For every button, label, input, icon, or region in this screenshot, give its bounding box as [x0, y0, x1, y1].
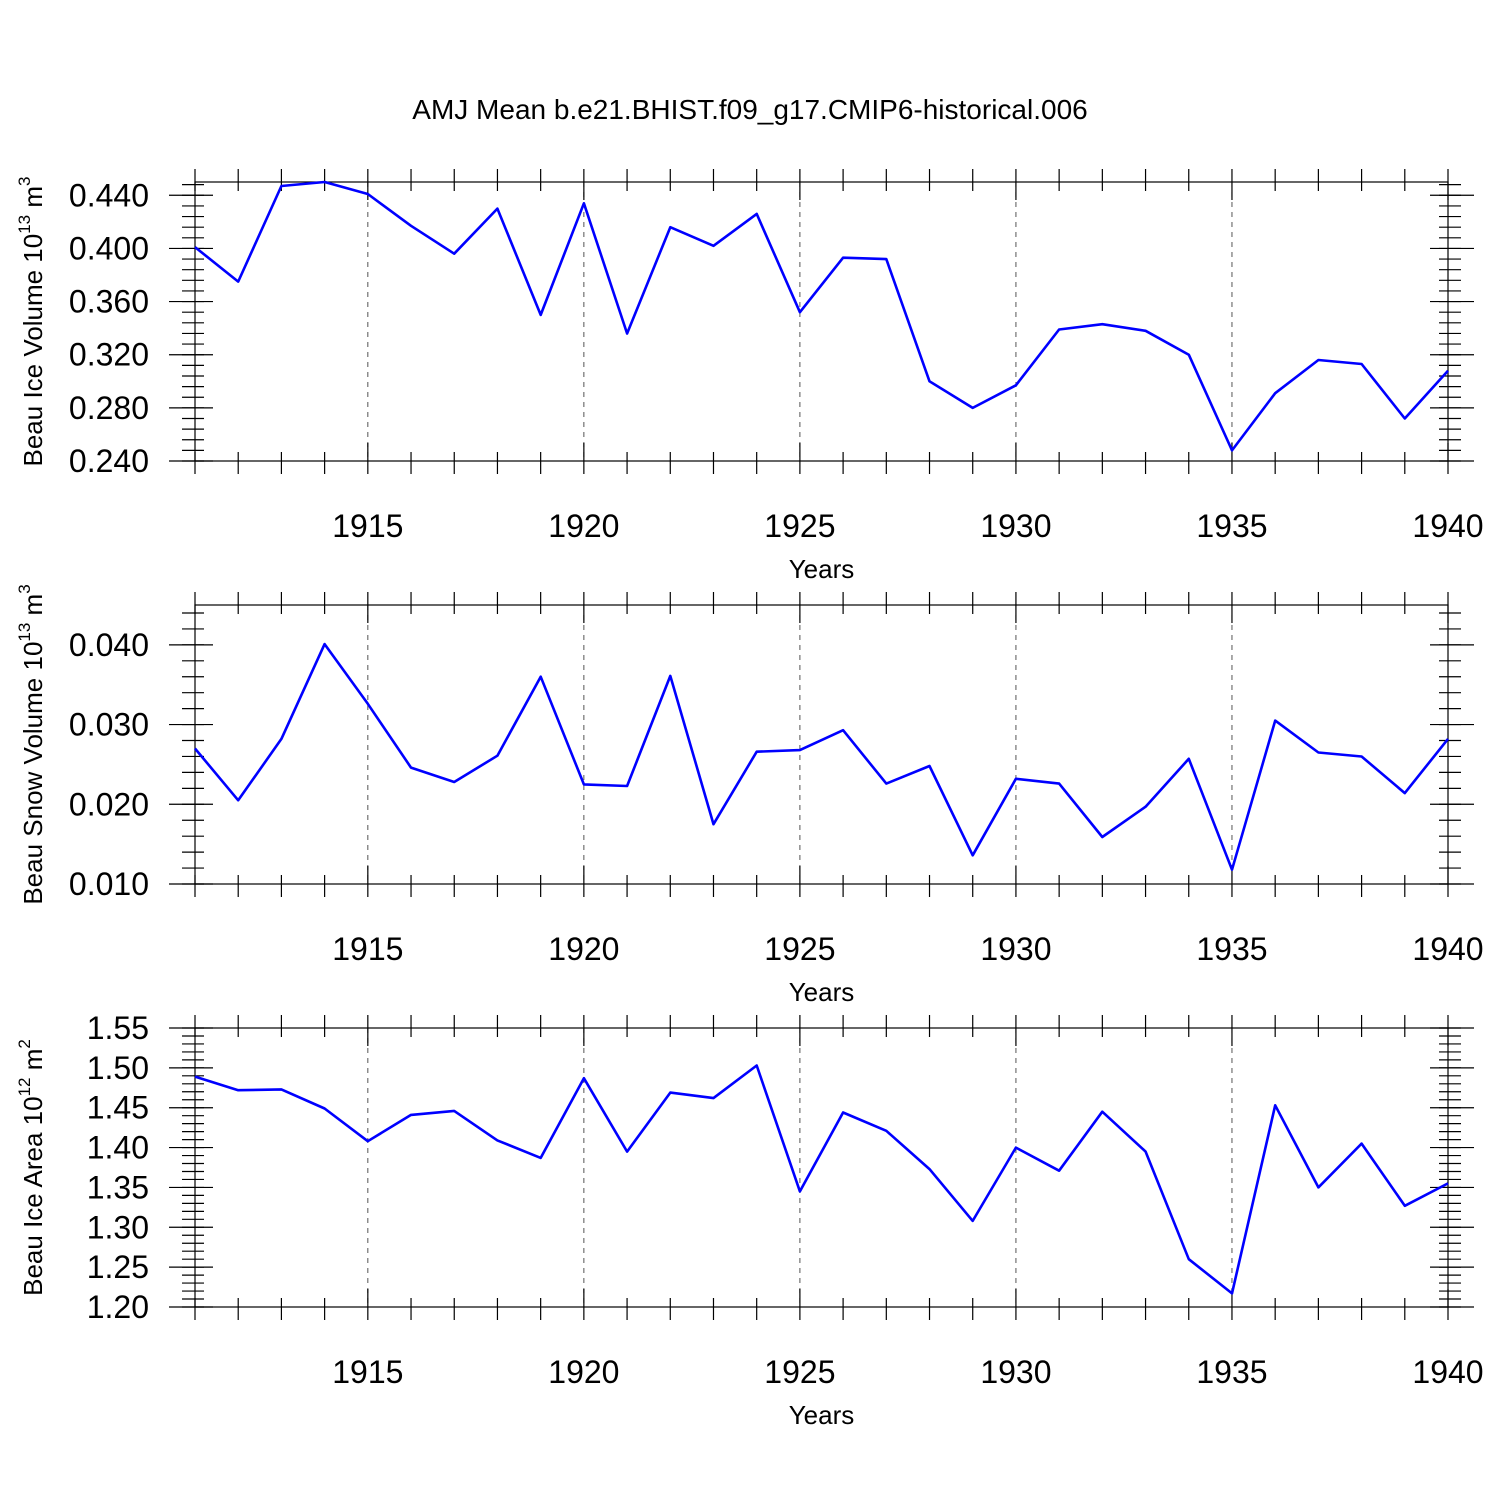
y-tick-label: 0.040: [69, 627, 149, 663]
x-tick-label: 1925: [764, 931, 835, 967]
y-tick-label: 1.45: [87, 1090, 149, 1126]
x-tick-label: 1920: [548, 931, 619, 967]
x-tick-label: 1940: [1412, 931, 1483, 967]
x-tick-label: 1915: [332, 1354, 403, 1390]
ice-area-panel: 1.20 1.25 1.30 1.351.40 1.45 1.50 1.55 1915 1920…: [15, 1010, 1484, 1430]
x-tick-label: 1935: [1196, 508, 1267, 544]
x-tick-label: 1920: [548, 508, 619, 544]
plot-frame: [194, 1027, 1449, 1308]
y-tick-label: 0.400: [69, 230, 149, 266]
x-tick-label: 1935: [1196, 931, 1267, 967]
y-tick-label: 1.40: [87, 1130, 149, 1166]
y-tick-label: 0.030: [69, 707, 149, 743]
x-tick-label: 1940: [1412, 508, 1483, 544]
chart-title: AMJ Mean b.e21.BHIST.f09_g17.CMIP6-histo…: [412, 94, 1087, 125]
series-line: [194, 642, 1450, 872]
x-tick-label: 1925: [764, 508, 835, 544]
x-tick-label: 1915: [332, 508, 403, 544]
y-axis-label: Beau Ice Volume 1013 m3: [15, 177, 48, 467]
y-tick-label: 1.50: [87, 1050, 149, 1086]
x-axis-label: Years: [789, 554, 855, 584]
series-line: [194, 180, 1449, 452]
y-tick-label: 1.25: [87, 1249, 149, 1285]
x-tick-label: 1930: [980, 508, 1051, 544]
series-line: [194, 1064, 1449, 1295]
y-tick-label: 0.360: [69, 284, 149, 320]
x-axis-label: Years: [789, 977, 855, 1007]
x-tick-label: 1940: [1412, 1354, 1483, 1390]
y-tick-label: 0.320: [69, 337, 149, 373]
x-tick-label: 1930: [980, 1354, 1051, 1390]
y-tick-label: 0.240: [69, 443, 149, 479]
y-tick-label: 1.30: [87, 1209, 149, 1245]
y-tick-label: 1.55: [87, 1010, 149, 1046]
x-tick-label: 1935: [1196, 1354, 1267, 1390]
x-axis-label: Years: [789, 1400, 855, 1430]
y-axis-label: Beau Ice Area 1012 m2: [15, 1039, 48, 1296]
x-tick-label: 1930: [980, 931, 1051, 967]
y-tick-label: 1.20: [87, 1289, 149, 1325]
y-axis-label: Beau Snow Volume 1013 m3: [15, 584, 48, 904]
ice-volume-panel: 0.240 0.280 0.320 0.360 0.400 0.440 1915 1920 19…: [15, 169, 1484, 584]
plot-frame: [194, 181, 1449, 462]
y-tick-label: 1.35: [87, 1169, 149, 1205]
y-tick-label: 0.020: [69, 786, 149, 822]
x-tick-label: 1915: [332, 931, 403, 967]
snow-volume-panel: 0.010 0.020 0.030 0.040 1915 1920 1925 1930 1935…: [15, 584, 1484, 1007]
y-tick-label: 0.010: [69, 866, 149, 902]
x-tick-label: 1925: [764, 1354, 835, 1390]
y-tick-label: 0.280: [69, 390, 149, 426]
y-tick-label: 0.440: [69, 177, 149, 213]
x-tick-label: 1920: [548, 1354, 619, 1390]
plot-frame: [194, 604, 1449, 885]
